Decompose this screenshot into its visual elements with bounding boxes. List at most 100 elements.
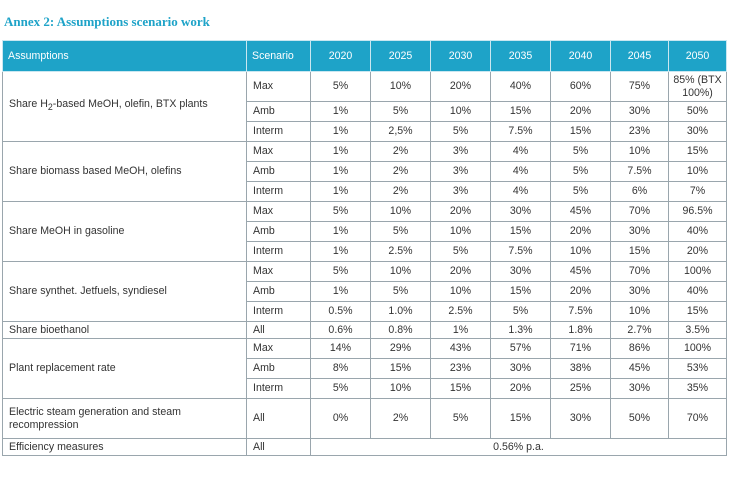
scenario-cell: Interm xyxy=(246,181,311,202)
value-cell: 2% xyxy=(370,398,431,439)
value-cell: 20% xyxy=(668,241,727,262)
value-cell: 85% (BTX 100%) xyxy=(668,71,727,102)
value-cell: 45% xyxy=(550,201,611,222)
value-cell: 2% xyxy=(370,141,431,162)
value-cell: 70% xyxy=(610,261,669,282)
value-cell: 1.3% xyxy=(490,321,551,339)
value-cell: 4% xyxy=(490,181,551,202)
assumption-label: Share synthet. Jetfuels, syndiesel xyxy=(2,261,247,322)
value-cell: 10% xyxy=(610,141,669,162)
value-cell: 15% xyxy=(490,398,551,439)
value-cell: 15% xyxy=(490,101,551,122)
value-cell: 20% xyxy=(550,101,611,122)
value-cell: 40% xyxy=(668,281,727,302)
value-cell: 30% xyxy=(490,261,551,282)
value-cell: 45% xyxy=(550,261,611,282)
value-cell: 15% xyxy=(430,378,491,399)
table-row: Share biomass based MeOH, olefins Max 1% 2%… xyxy=(2,141,727,202)
value-cell: 38% xyxy=(550,358,611,379)
table-row: Share MeOH in gasoline Max 5% 10% 20% 30% 45% 7… xyxy=(2,201,727,262)
value-cell: 15% xyxy=(550,121,611,142)
table-row: Efficiency measures All 0.56% p.a. xyxy=(2,438,727,456)
value-cell: 7.5% xyxy=(610,161,669,182)
scenario-cell: Interm xyxy=(246,241,311,262)
value-cell: 30% xyxy=(610,281,669,302)
table-row: Share bioethanol All 0.6% 0.8% 1% 1.3% 1.8% 2.7… xyxy=(2,321,727,339)
value-cell: 15% xyxy=(668,301,727,322)
table-row: Electric steam generation and steam reco… xyxy=(2,398,727,439)
header-scenario: Scenario xyxy=(246,40,311,72)
merged-value-cell: 0.56% p.a. xyxy=(310,438,727,456)
value-cell: 45% xyxy=(610,358,669,379)
value-cell: 25% xyxy=(550,378,611,399)
value-cell: 75% xyxy=(610,71,669,102)
value-cell: 14% xyxy=(310,338,371,359)
assumption-label: Share bioethanol xyxy=(2,321,247,339)
value-cell: 5% xyxy=(310,378,371,399)
value-cell: 30% xyxy=(610,101,669,122)
value-cell: 8% xyxy=(310,358,371,379)
assumption-label: Share biomass based MeOH, olefins xyxy=(2,141,247,202)
value-cell: 0.5% xyxy=(310,301,371,322)
value-cell: 2.7% xyxy=(610,321,669,339)
value-cell: 10% xyxy=(430,281,491,302)
table-row: Share synthet. Jetfuels, syndiesel Max 5% 1… xyxy=(2,261,727,322)
value-cell: 43% xyxy=(430,338,491,359)
table-row: Interm 5% 10% 15% 20% 25% 30% 35% xyxy=(3,378,727,399)
scenario-cell: Max xyxy=(246,338,311,359)
value-cell: 1.8% xyxy=(550,321,611,339)
value-cell: 10% xyxy=(430,101,491,122)
value-cell: 5% xyxy=(430,241,491,262)
table-row: Interm 1% 2,5% 5% 7.5% 15% 23% 30% xyxy=(3,121,727,142)
value-cell: 30% xyxy=(610,221,669,242)
value-cell: 29% xyxy=(370,338,431,359)
table-row: Share H2-based MeOH, olefin, BTX plants M… xyxy=(2,71,727,142)
scenario-cell: All xyxy=(246,321,311,339)
value-cell: 1% xyxy=(310,121,371,142)
value-cell: 30% xyxy=(550,398,611,439)
value-cell: 5% xyxy=(430,398,491,439)
header-year: 2045 xyxy=(610,40,669,72)
value-cell: 23% xyxy=(430,358,491,379)
table-row: Plant replacement rate Max 14% 29% 43% 57% 71%… xyxy=(2,338,727,399)
value-cell: 30% xyxy=(610,378,669,399)
value-cell: 0.6% xyxy=(310,321,371,339)
value-cell: 70% xyxy=(610,201,669,222)
value-cell: 6% xyxy=(610,181,669,202)
value-cell: 96.5% xyxy=(668,201,727,222)
scenario-cell: Max xyxy=(246,71,311,102)
value-cell: 3% xyxy=(430,161,491,182)
value-cell: 20% xyxy=(430,201,491,222)
value-cell: 5% xyxy=(310,201,371,222)
value-cell: 1% xyxy=(310,181,371,202)
value-cell: 10% xyxy=(370,261,431,282)
scenario-cell: Amb xyxy=(246,358,311,379)
value-cell: 2% xyxy=(370,181,431,202)
value-cell: 3.5% xyxy=(668,321,727,339)
value-cell: 5% xyxy=(370,101,431,122)
value-cell: 50% xyxy=(668,101,727,122)
value-cell: 0% xyxy=(310,398,371,439)
scenario-cell: Interm xyxy=(246,121,311,142)
value-cell: 2.5% xyxy=(430,301,491,322)
header-year: 2050 xyxy=(668,40,727,72)
value-cell: 5% xyxy=(310,261,371,282)
value-cell: 5% xyxy=(550,161,611,182)
value-cell: 20% xyxy=(550,221,611,242)
value-cell: 2% xyxy=(370,161,431,182)
value-cell: 5% xyxy=(310,71,371,102)
value-cell: 10% xyxy=(430,221,491,242)
value-cell: 57% xyxy=(490,338,551,359)
value-cell: 1% xyxy=(310,241,371,262)
table-row: Amb 1% 5% 10% 15% 20% 30% 50% xyxy=(3,101,727,122)
value-cell: 15% xyxy=(610,241,669,262)
value-cell: 7.5% xyxy=(550,301,611,322)
value-cell: 5% xyxy=(370,281,431,302)
assumptions-table: Assumptions Scenario 2020 2025 2030 2035… xyxy=(2,40,727,456)
value-cell: 53% xyxy=(668,358,727,379)
value-cell: 5% xyxy=(550,141,611,162)
header-year: 2025 xyxy=(370,40,431,72)
value-cell: 4% xyxy=(490,141,551,162)
value-cell: 10% xyxy=(610,301,669,322)
header-year: 2020 xyxy=(310,40,371,72)
